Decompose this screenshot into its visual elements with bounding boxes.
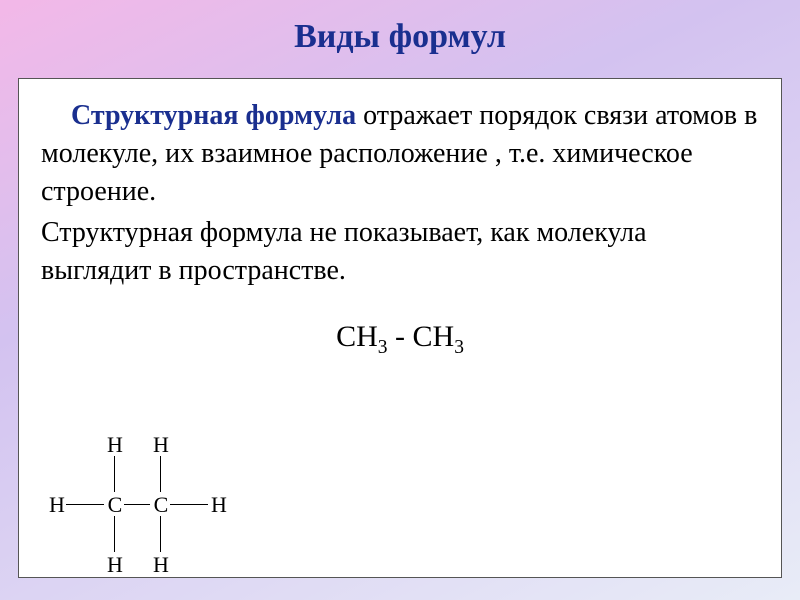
formula-part: CH3 xyxy=(336,320,387,353)
atom-label: H xyxy=(152,432,170,458)
slide-title: Виды формул xyxy=(0,0,800,66)
atom-label: C xyxy=(106,492,124,518)
bond xyxy=(160,456,161,492)
formula-part: CH3 xyxy=(413,320,464,353)
formula-sub: 3 xyxy=(454,337,464,358)
bond xyxy=(170,504,208,505)
atom-label: H xyxy=(48,492,66,518)
para1-highlight: Структурная формула xyxy=(71,100,356,131)
bond xyxy=(160,516,161,552)
atom-label: H xyxy=(152,552,170,578)
formula-sub: 3 xyxy=(378,337,388,358)
condensed-formula: CH3 - CH3 xyxy=(41,320,759,359)
paragraph-1: Структурная формула отражает порядок свя… xyxy=(41,97,759,210)
bond xyxy=(66,504,104,505)
atom-label: H xyxy=(106,432,124,458)
paragraph-2: Структурная формула не показывает, как м… xyxy=(41,214,759,290)
bond xyxy=(114,516,115,552)
slide: Виды формул Структурная формула отражает… xyxy=(0,0,800,600)
content-box: Структурная формула отражает порядок свя… xyxy=(18,78,782,578)
atom-label: C xyxy=(152,492,170,518)
bond xyxy=(114,456,115,492)
formula-part: - xyxy=(388,320,413,353)
bond xyxy=(124,504,150,505)
atom-label: H xyxy=(210,492,228,518)
atom-label: H xyxy=(106,552,124,578)
